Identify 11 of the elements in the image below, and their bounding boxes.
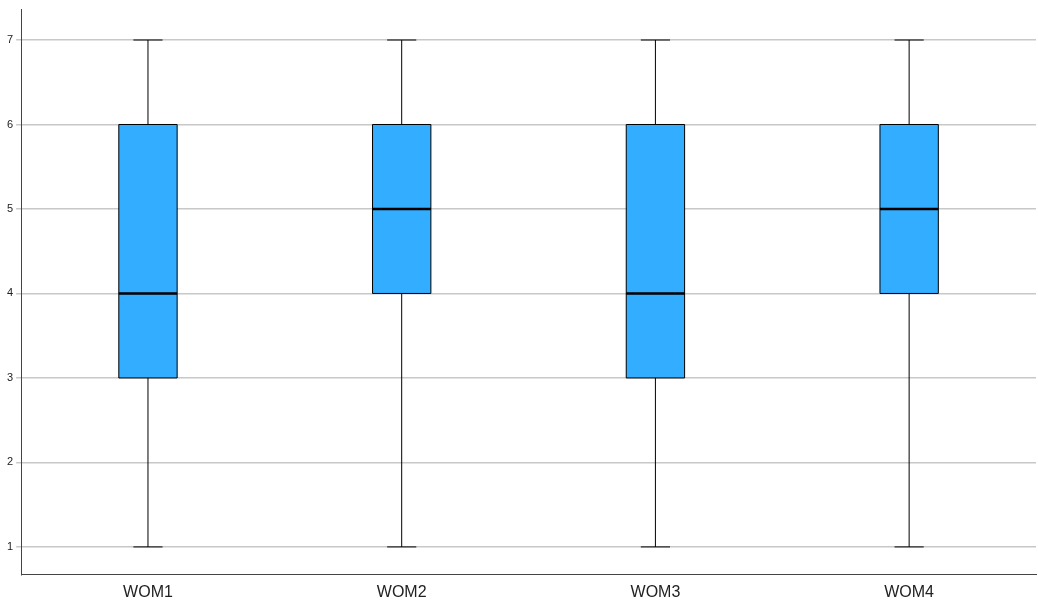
y-tick-label: 3 [6,370,14,383]
y-tick-label: 7 [6,33,14,46]
y-tick-label: 6 [6,117,14,130]
y-tick-label: 1 [6,539,14,552]
x-tick-label: WOM1 [123,582,173,600]
y-tick-label: 5 [6,202,14,215]
y-tick-label: 4 [6,286,14,299]
y-tick-label: 2 [6,455,14,468]
x-tick-label: WOM2 [376,582,427,600]
x-tick-label: WOM3 [630,582,681,600]
x-tick-label: WOM4 [884,582,935,600]
